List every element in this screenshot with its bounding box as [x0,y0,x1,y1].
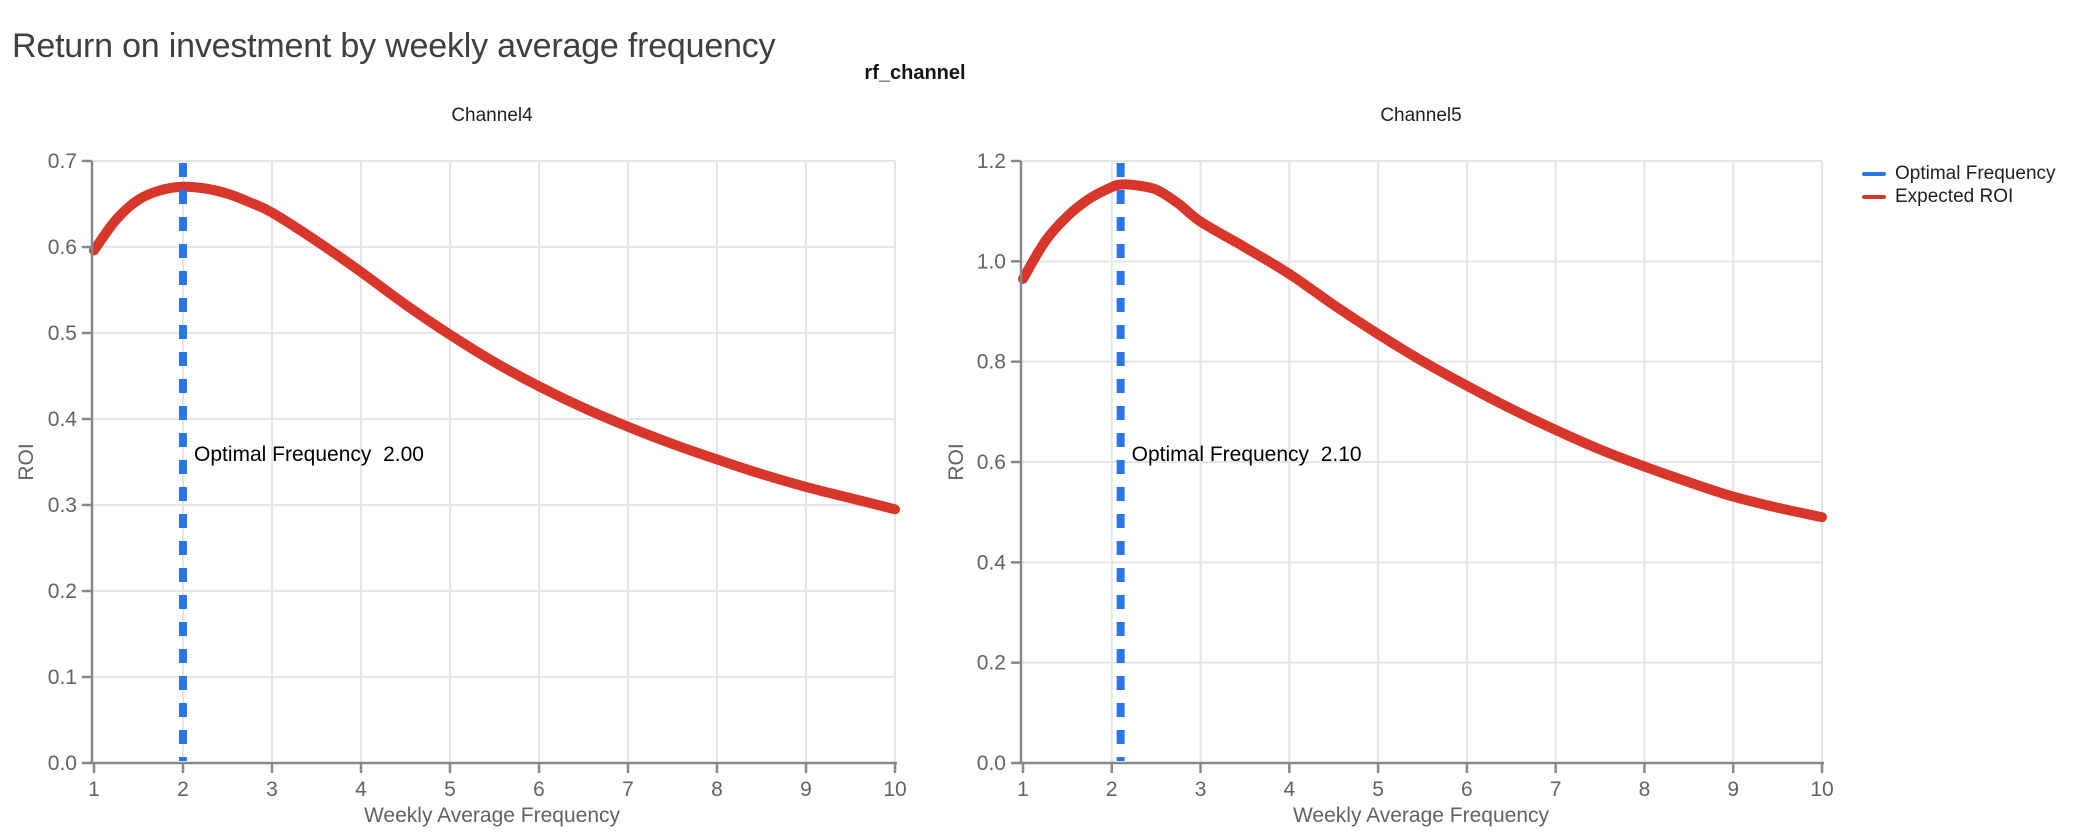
x-tick-label: 2 [1106,778,1118,801]
y-tick-label: 0.7 [48,150,77,173]
y-tick-label: 1.2 [977,150,1006,173]
x-tick-label: 10 [883,778,906,801]
legend-label: Expected ROI [1895,185,2014,207]
x-tick-label: 3 [266,778,278,801]
y-tick-label: 1.0 [977,250,1006,273]
x-tick-label: 8 [1639,778,1651,801]
x-tick-label: 10 [1810,778,1833,801]
x-tick-label: 8 [711,778,723,801]
x-tick-label: 9 [800,778,812,801]
figure-suptitle: rf_channel [864,62,966,84]
y-tick-label: 0.3 [48,494,77,517]
optimal-frequency-annotation-channel4: Optimal Frequency 2.00 [194,443,424,466]
x-tick-label: 7 [1550,778,1562,801]
y-tick-label: 0.8 [977,351,1006,374]
y-tick-label: 0.0 [48,752,77,775]
y-tick-label: 0.6 [48,236,77,259]
x-tick-label: 6 [1461,778,1473,801]
optimal-frequency-annotation-channel5: Optimal Frequency 2.10 [1131,443,1362,466]
legend-label: Optimal Frequency [1895,162,2056,184]
y-tick-label: 0.5 [48,322,77,345]
y-tick-label: 0.2 [977,652,1006,675]
expected-roi-curve [89,181,900,515]
x-tick-label: 7 [622,778,634,801]
x-tick-label: 6 [533,778,545,801]
legend: Optimal Frequency Expected ROI [1862,162,2056,208]
x-tick-label: 1 [1017,778,1029,801]
x-tick-label: 5 [444,778,456,801]
x-axis-label-channel4: Weekly Average Frequency [363,804,621,827]
x-tick-label: 5 [1372,778,1384,801]
y-tick-label: 0.4 [977,551,1007,574]
x-tick-label: 1 [88,778,100,801]
y-tick-label: 0.6 [977,451,1006,474]
y-axis-label-channel4: ROI [15,443,38,481]
y-tick-label: 0.1 [48,666,77,689]
x-axis-label-channel5: Weekly Average Frequency [1292,804,1550,827]
legend-item-optimal-frequency: Optimal Frequency [1862,162,2056,185]
expected-roi-curve [1018,179,1827,523]
optimal-frequency-line-icon [1862,171,1886,176]
x-tick-label: 2 [177,778,189,801]
legend-item-expected-roi: Expected ROI [1862,185,2056,208]
y-tick-label: 0.2 [48,580,77,603]
y-tick-label: 0.0 [977,752,1006,775]
subplot-title-channel4: Channel4 [451,105,533,126]
y-axis-label-channel5: ROI [945,443,968,481]
x-tick-label: 4 [355,778,367,801]
x-tick-label: 9 [1727,778,1739,801]
y-tick-label: 0.4 [48,408,78,431]
x-tick-label: 4 [1283,778,1295,801]
page-title: Return on investment by weekly average f… [12,26,776,65]
x-tick-label: 3 [1195,778,1207,801]
subplot-title-channel5: Channel5 [1380,105,1462,126]
expected-roi-line-icon [1862,194,1886,199]
